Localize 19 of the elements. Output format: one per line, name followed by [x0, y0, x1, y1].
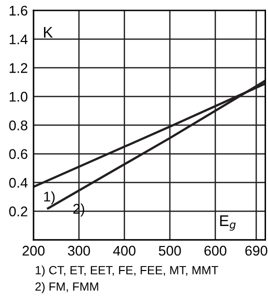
- y-tick-label: 0.8: [9, 120, 28, 130]
- y-tick-label: 1.2: [10, 63, 28, 73]
- x-tick-label: 600: [204, 246, 226, 256]
- x-axis-title: E$_{g}$: [220, 215, 236, 231]
- x-tick-label: 500: [158, 246, 181, 256]
- text: 1) CT, ET, EET, FE, FEE, MT, MMT: [36, 266, 218, 277]
- y-tick-label: 0.6: [9, 149, 28, 160]
- y-tick-label: 1.6: [10, 6, 28, 16]
- y-tick-label: 0.4: [9, 178, 28, 188]
- x-tick-label: 200: [22, 246, 45, 256]
- y-tick-label: 0.2: [9, 206, 28, 216]
- text: 2) FM, FMM: [35, 282, 98, 294]
- annotation: 1): [44, 191, 55, 204]
- y-axis-title: K: [44, 27, 53, 38]
- x-tick-label: 300: [68, 246, 90, 256]
- x-tick-label: 690: [245, 246, 268, 256]
- y-tick-label: 1.4: [10, 34, 28, 44]
- y-tick-label: 1.0: [10, 92, 28, 102]
- x-tick-label: 400: [113, 246, 136, 256]
